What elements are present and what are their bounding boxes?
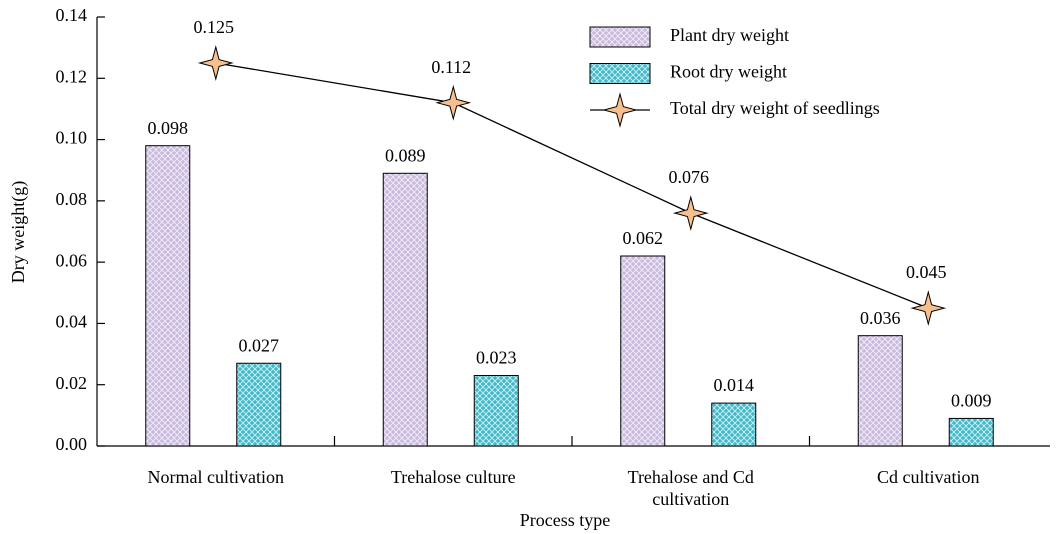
y-tick-label: 0.14 [56, 5, 88, 25]
value-label: 0.089 [385, 145, 426, 165]
y-tick-label: 0.04 [56, 312, 88, 332]
value-label: 0.023 [476, 348, 517, 368]
x-tick-label: Trehalose and Cd cultivation [627, 467, 754, 509]
bar [857, 335, 903, 447]
bar [236, 362, 282, 447]
legend-label: Total dry weight of seedlings [670, 98, 880, 118]
y-tick-label: 0.02 [56, 373, 88, 393]
legend-label: Root dry weight [670, 62, 787, 82]
bar [382, 172, 428, 447]
y-tick-label: 0.12 [56, 66, 88, 86]
value-label: 0.036 [860, 308, 901, 328]
line [215, 62, 929, 309]
x-tick-label: Cd cultivation [877, 467, 980, 487]
bar [948, 417, 994, 447]
value-label: 0.014 [714, 375, 755, 395]
value-label: 0.062 [623, 228, 664, 248]
line-marker [435, 84, 472, 121]
y-tick-label: 0.06 [56, 250, 88, 270]
line-marker [672, 195, 709, 232]
value-label: 0.125 [194, 17, 235, 37]
value-label: 0.098 [148, 118, 189, 138]
x-tick-label: Normal cultivation [147, 467, 284, 487]
bar [620, 255, 666, 447]
x-tick-label: Trehalose culture [390, 467, 516, 487]
value-label: 0.112 [431, 57, 471, 77]
y-tick-label: 0.10 [56, 128, 88, 148]
value-label: 0.045 [906, 262, 947, 282]
legend-label: Plant dry weight [670, 25, 789, 45]
y-tick-label: 0.00 [56, 434, 88, 454]
bar [711, 402, 757, 447]
y-tick-label: 0.08 [56, 189, 88, 209]
x-axis-title: Process type [520, 510, 610, 530]
legend-marker [602, 92, 638, 128]
y-axis-title: Dry weight(g) [8, 181, 29, 283]
legend-swatch [589, 26, 651, 48]
bar [473, 375, 519, 447]
line-marker [910, 290, 947, 327]
value-label: 0.027 [239, 335, 280, 355]
value-label: 0.009 [951, 391, 992, 411]
bar [145, 145, 191, 447]
legend-swatch [589, 63, 651, 84]
value-label: 0.076 [669, 167, 710, 187]
line-marker [197, 45, 234, 81]
